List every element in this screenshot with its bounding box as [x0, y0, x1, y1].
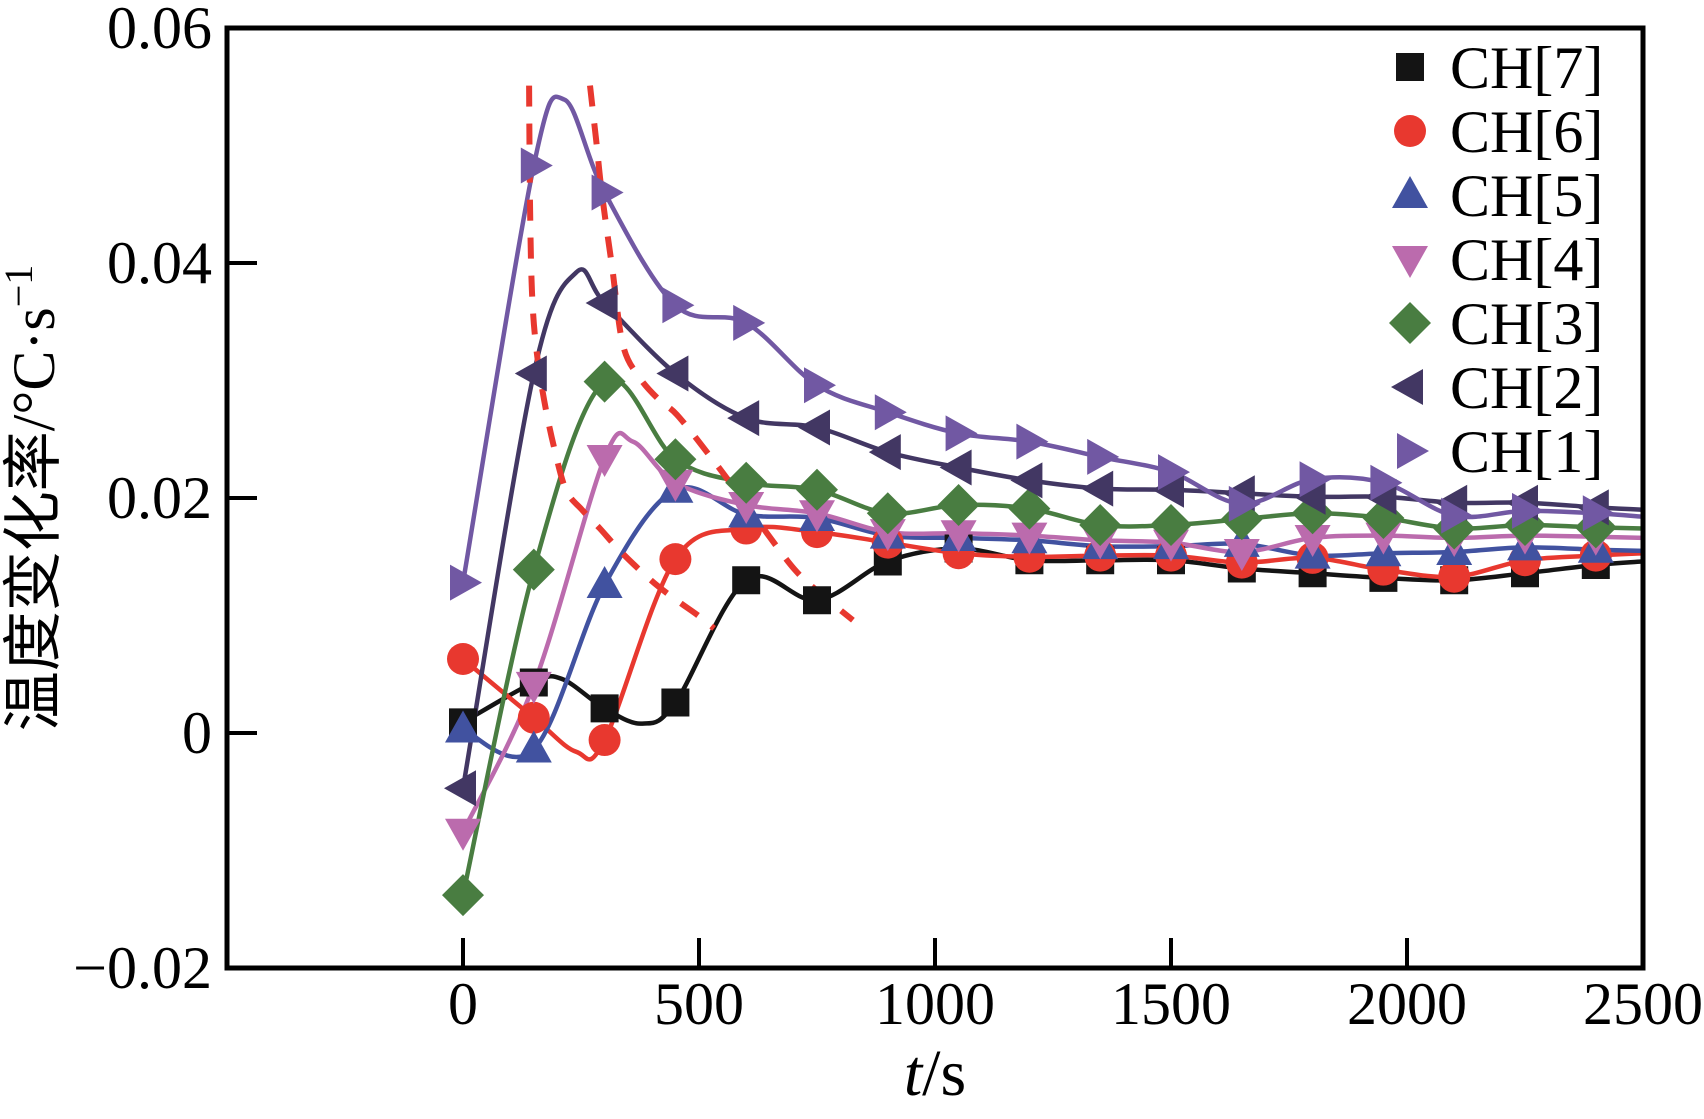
- series-marker-CH[2]: [514, 355, 547, 392]
- series-marker-CH[1]: [945, 415, 978, 452]
- series-marker-CH[7]: [732, 566, 761, 595]
- series-marker-CH[6]: [588, 724, 621, 757]
- series-marker-CH[1]: [1228, 485, 1261, 522]
- axes: 0 500 1000 1500 2000 2500 −0.02 0 0.02 0.04 0.06: [73, 0, 1703, 1037]
- series-marker-CH[3]: [1291, 492, 1334, 535]
- series-marker-CH[6]: [1438, 560, 1471, 593]
- series-marker-CH[3]: [1150, 504, 1192, 547]
- y-tick-label: 0: [182, 700, 212, 766]
- series-marker-CH[1]: [1299, 461, 1332, 498]
- series-marker-CH[1]: [662, 287, 695, 324]
- series-marker-CH[2]: [1010, 462, 1043, 499]
- legend-marker-CH[2]: [1391, 369, 1423, 405]
- series-marker-CH[4]: [515, 671, 552, 704]
- series-marker-CH[4]: [799, 500, 835, 533]
- series-marker-CH[2]: [1293, 478, 1326, 515]
- series-marker-CH[1]: [1512, 492, 1544, 529]
- series-marker-CH[1]: [1016, 423, 1049, 460]
- series-marker-CH[3]: [1220, 498, 1263, 541]
- series-marker-CH[4]: [657, 469, 694, 502]
- series-marker-CH[4]: [940, 520, 977, 553]
- series-marker-CH[2]: [1152, 471, 1184, 508]
- series-marker-CH[1]: [1441, 497, 1474, 534]
- series-marker-CH[1]: [874, 394, 907, 431]
- series-marker-CH[1]: [520, 147, 553, 184]
- series-marker-CH[3]: [583, 360, 626, 403]
- series-marker-CH[3]: [442, 874, 484, 917]
- y-tick-label: −0.02: [73, 935, 212, 1001]
- y-tick-label: 0.04: [107, 230, 212, 296]
- series-marker-CH[3]: [866, 492, 909, 535]
- series-marker-CH[2]: [939, 449, 972, 486]
- x-tick-label: 1000: [875, 971, 995, 1037]
- series-marker-CH[2]: [444, 770, 476, 807]
- x-tick-label: 2500: [1583, 971, 1703, 1037]
- legend-label-CH[6]: CH[6]: [1450, 99, 1603, 165]
- series-markers: [442, 147, 1617, 917]
- series-marker-CH[4]: [869, 519, 906, 552]
- series-marker-CH[1]: [1582, 495, 1615, 532]
- legend-label-CH[2]: CH[2]: [1450, 355, 1603, 421]
- y-axis-title: 温度变化率/°C·s−1: [0, 265, 67, 732]
- series-marker-CH[6]: [517, 701, 550, 734]
- series-marker-CH[3]: [796, 468, 838, 511]
- series-marker-CH[3]: [1008, 487, 1051, 530]
- series-marker-CH[7]: [590, 694, 619, 723]
- legend-marker-CH[3]: [1389, 302, 1431, 344]
- series-marker-CH[1]: [1087, 438, 1120, 475]
- x-tick-label: 500: [654, 971, 744, 1037]
- legend-label-CH[3]: CH[3]: [1450, 291, 1603, 357]
- x-tick-label: 2000: [1347, 971, 1467, 1037]
- series-marker-CH[5]: [515, 730, 552, 763]
- legend-label-CH[4]: CH[4]: [1450, 227, 1603, 293]
- series-marker-CH[3]: [725, 461, 768, 504]
- series-marker-CH[2]: [868, 434, 901, 471]
- series-marker-CH[3]: [654, 438, 697, 481]
- series-marker-CH[6]: [447, 642, 479, 675]
- legend-marker-CH[1]: [1397, 433, 1429, 469]
- series-marker-CH[4]: [1011, 522, 1048, 555]
- dashed-guide-1: [526, 85, 716, 631]
- series-marker-CH[1]: [804, 367, 836, 404]
- series-marker-CH[1]: [450, 564, 482, 601]
- x-tick-label: 1500: [1111, 971, 1231, 1037]
- series-marker-CH[4]: [1294, 524, 1331, 557]
- series-marker-CH[5]: [445, 710, 481, 743]
- legend-marker-CH[5]: [1392, 176, 1428, 208]
- legend-marker-CH[6]: [1394, 115, 1426, 147]
- series-marker-CH[7]: [661, 688, 690, 717]
- series-marker-CH[7]: [803, 586, 831, 615]
- series-marker-CH[4]: [586, 445, 623, 478]
- x-axis-title: t/s: [904, 1037, 966, 1110]
- series-marker-CH[2]: [656, 355, 689, 392]
- series-marker-CH[3]: [512, 548, 555, 591]
- series-marker-CH[2]: [1081, 470, 1114, 507]
- legend-label-CH[1]: CH[1]: [1450, 419, 1603, 485]
- series-marker-CH[6]: [659, 543, 692, 576]
- series-marker-CH[1]: [591, 174, 624, 211]
- legend: CH[7]CH[6]CH[5]CH[4]CH[3]CH[2]CH[1]: [1389, 35, 1603, 485]
- legend-label-CH[5]: CH[5]: [1450, 163, 1603, 229]
- series-marker-CH[4]: [1223, 539, 1260, 572]
- series-marker-CH[4]: [728, 492, 765, 525]
- series-marker-CH[2]: [727, 400, 760, 437]
- series-marker-CH[1]: [1158, 454, 1190, 491]
- series-marker-CH[3]: [1079, 504, 1122, 547]
- legend-marker-CH[7]: [1396, 53, 1424, 81]
- x-tick-label: 0: [448, 971, 478, 1037]
- series-marker-CH[2]: [585, 284, 618, 321]
- series-marker-CH[1]: [1370, 464, 1403, 501]
- series-marker-CH[1]: [733, 304, 766, 341]
- legend-marker-CH[4]: [1392, 246, 1428, 278]
- series-marker-CH[5]: [586, 565, 623, 598]
- y-tick-label: 0.02: [107, 465, 212, 531]
- series-marker-CH[3]: [937, 484, 980, 527]
- series-marker-CH[4]: [445, 818, 481, 851]
- legend-label-CH[7]: CH[7]: [1450, 35, 1603, 101]
- y-tick-label: 0.06: [107, 0, 212, 61]
- series-marker-CH[2]: [798, 409, 830, 446]
